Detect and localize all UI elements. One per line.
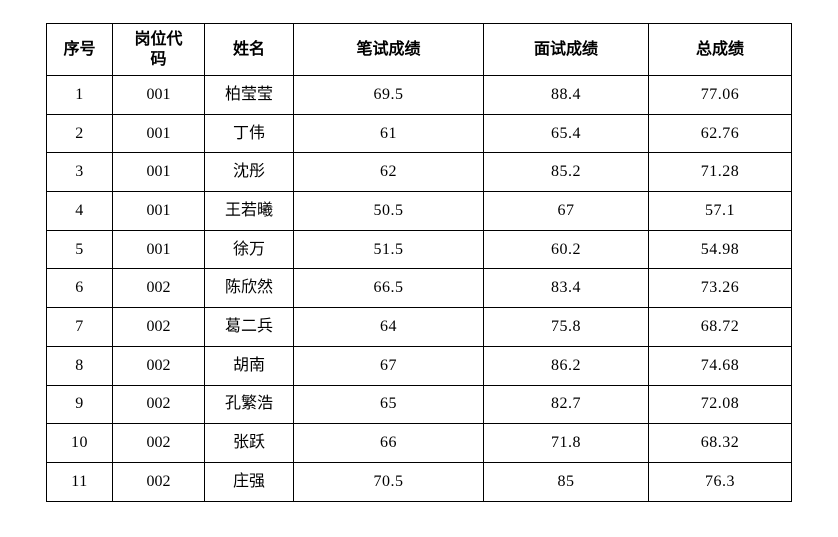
table-cell: 001 <box>112 75 205 115</box>
table-cell: 沈彤 <box>204 152 294 193</box>
table-cell: 62.76 <box>648 113 792 154</box>
table-cell: 3 <box>46 152 113 193</box>
table-cell: 66.5 <box>293 268 484 309</box>
table-row: 8 002 胡南 67 86.2 74.68 <box>46 345 792 386</box>
header-position-code: 岗位代码 <box>112 23 205 76</box>
table-cell: 65.4 <box>483 113 649 154</box>
table-cell: 76.3 <box>648 461 792 502</box>
table-cell: 柏莹莹 <box>204 75 294 115</box>
table-cell: 71.28 <box>648 152 792 193</box>
table-cell: 54.98 <box>648 229 792 270</box>
table-cell: 86.2 <box>483 345 649 386</box>
table-cell: 82.7 <box>483 384 649 425</box>
table-row: 6 002 陈欣然 66.5 83.4 73.26 <box>46 268 792 309</box>
table-cell: 1 <box>46 75 113 115</box>
table-cell: 002 <box>112 307 205 347</box>
header-name: 姓名 <box>204 23 294 76</box>
table-cell: 陈欣然 <box>204 268 294 309</box>
table-cell: 002 <box>112 423 205 463</box>
table-cell: 10 <box>46 423 113 463</box>
table-cell: 张跃 <box>204 423 294 463</box>
table-cell: 83.4 <box>483 268 649 309</box>
table-cell: 徐万 <box>204 229 294 270</box>
table-cell: 002 <box>112 345 205 386</box>
table-cell: 4 <box>46 191 113 231</box>
table-row: 1 001 柏莹莹 69.5 88.4 77.06 <box>46 75 792 115</box>
table-cell: 胡南 <box>204 345 294 386</box>
table-cell: 001 <box>112 191 205 231</box>
table-cell: 001 <box>112 152 205 193</box>
table-cell: 67 <box>293 345 484 386</box>
header-interview-score: 面试成绩 <box>483 23 649 76</box>
table-cell: 60.2 <box>483 229 649 270</box>
table-cell: 002 <box>112 268 205 309</box>
header-position-code-label: 岗位代码 <box>134 30 183 68</box>
table-row: 4 001 王若曦 50.5 67 57.1 <box>46 191 792 231</box>
table-cell: 002 <box>112 461 205 502</box>
table-cell: 65 <box>293 384 484 425</box>
table-row: 11 002 庄强 70.5 85 76.3 <box>46 461 792 502</box>
header-written-score: 笔试成绩 <box>293 23 484 76</box>
table-cell: 75.8 <box>483 307 649 347</box>
header-serial-number: 序号 <box>46 23 113 76</box>
table-row: 10 002 张跃 66 71.8 68.32 <box>46 423 792 463</box>
table-row: 3 001 沈彤 62 85.2 71.28 <box>46 152 792 193</box>
table-cell: 70.5 <box>293 461 484 502</box>
table-cell: 88.4 <box>483 75 649 115</box>
table-cell: 6 <box>46 268 113 309</box>
table-cell: 7 <box>46 307 113 347</box>
table-cell: 67 <box>483 191 649 231</box>
table-cell: 50.5 <box>293 191 484 231</box>
table-cell: 2 <box>46 113 113 154</box>
table-row: 9 002 孔繁浩 65 82.7 72.08 <box>46 384 792 425</box>
table-cell: 001 <box>112 113 205 154</box>
table-cell: 85 <box>483 461 649 502</box>
table-cell: 王若曦 <box>204 191 294 231</box>
table-cell: 77.06 <box>648 75 792 115</box>
table-cell: 71.8 <box>483 423 649 463</box>
table-cell: 002 <box>112 384 205 425</box>
table-row: 5 001 徐万 51.5 60.2 54.98 <box>46 229 792 270</box>
table-header: 序号 岗位代码 姓名 笔试成绩 面试成绩 总成绩 <box>46 23 792 76</box>
table-row: 2 001 丁伟 61 65.4 62.76 <box>46 113 792 154</box>
table-cell: 74.68 <box>648 345 792 386</box>
table-cell: 8 <box>46 345 113 386</box>
exam-scores-table-container: 序号 岗位代码 姓名 笔试成绩 面试成绩 总成绩 1 001 柏莹莹 69.5 88.4… <box>46 23 792 502</box>
table-cell: 73.26 <box>648 268 792 309</box>
table-cell: 丁伟 <box>204 113 294 154</box>
table-body: 1 001 柏莹莹 69.5 88.4 77.06 2 001 丁伟 61 65.4 62.76 3 00… <box>46 75 792 502</box>
table-cell: 68.72 <box>648 307 792 347</box>
table-cell: 64 <box>293 307 484 347</box>
table-cell: 85.2 <box>483 152 649 193</box>
table-cell: 孔繁浩 <box>204 384 294 425</box>
table-row: 7 002 葛二兵 64 75.8 68.72 <box>46 307 792 347</box>
table-cell: 68.32 <box>648 423 792 463</box>
table-cell: 葛二兵 <box>204 307 294 347</box>
table-cell: 66 <box>293 423 484 463</box>
table-cell: 62 <box>293 152 484 193</box>
exam-scores-table: 序号 岗位代码 姓名 笔试成绩 面试成绩 总成绩 1 001 柏莹莹 69.5 88.4… <box>46 23 792 502</box>
table-cell: 72.08 <box>648 384 792 425</box>
header-row: 序号 岗位代码 姓名 笔试成绩 面试成绩 总成绩 <box>46 23 792 76</box>
table-cell: 庄强 <box>204 461 294 502</box>
table-cell: 11 <box>46 461 113 502</box>
table-cell: 5 <box>46 229 113 270</box>
table-cell: 9 <box>46 384 113 425</box>
table-cell: 61 <box>293 113 484 154</box>
table-cell: 57.1 <box>648 191 792 231</box>
table-cell: 001 <box>112 229 205 270</box>
table-cell: 51.5 <box>293 229 484 270</box>
header-total-score: 总成绩 <box>648 23 792 76</box>
table-cell: 69.5 <box>293 75 484 115</box>
